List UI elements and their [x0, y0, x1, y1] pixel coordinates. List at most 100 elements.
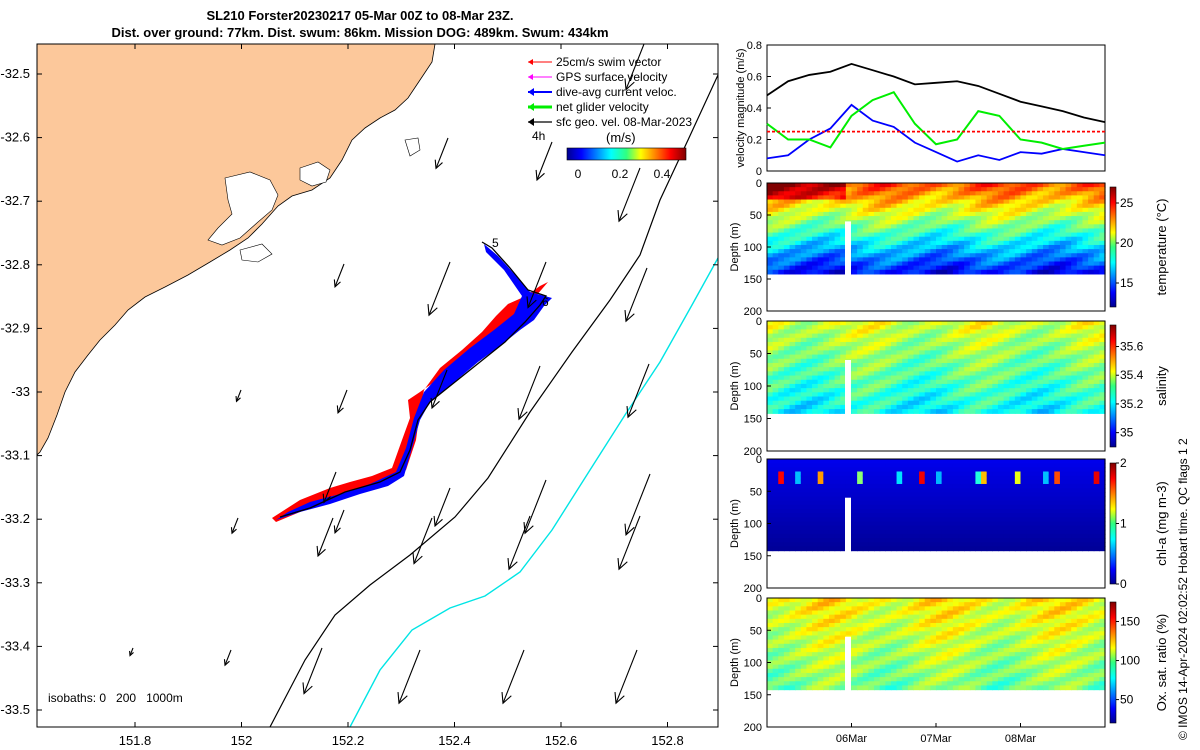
- section-cell: [907, 602, 915, 607]
- section-cell: [806, 513, 813, 518]
- section-cell: [840, 471, 847, 477]
- section-cell: [1014, 350, 1022, 356]
- section-cell: [862, 396, 869, 402]
- section-cell: [812, 371, 819, 377]
- section-cell: [857, 257, 864, 263]
- section-cell: [840, 504, 847, 510]
- section-cell: [930, 236, 937, 242]
- section-cell: [981, 236, 988, 242]
- section-cell: [913, 672, 920, 678]
- legend-swim: 25cm/s swim vector: [528, 55, 661, 69]
- section-cell: [789, 203, 796, 209]
- section-cell: [1014, 244, 1022, 250]
- section-cell: [890, 269, 898, 275]
- section-cell: [919, 261, 926, 267]
- section-cell: [772, 492, 779, 498]
- section-cell: [992, 337, 999, 343]
- section-cell: [778, 602, 785, 607]
- section-cell: [964, 409, 971, 414]
- section-cell: [902, 354, 909, 360]
- section-cell: [975, 467, 982, 473]
- section-cell: [789, 367, 796, 372]
- section-cell: [879, 546, 886, 552]
- section-cell: [783, 656, 791, 662]
- section-cell: [1009, 187, 1016, 192]
- section-cell: [789, 232, 796, 238]
- section-cell: [1076, 508, 1084, 514]
- geo-arrow-head: [614, 692, 625, 705]
- section-cell: [840, 350, 847, 356]
- legend-geo-label: sfc geo. vel. 08-Mar-2023: [556, 115, 692, 129]
- section-cell: [1071, 521, 1078, 527]
- section-cell: [936, 211, 943, 217]
- section-cell: [936, 409, 943, 414]
- section-cell: [772, 508, 779, 514]
- section-cell: [885, 631, 892, 637]
- section-cell: [907, 618, 915, 624]
- section-cell: [890, 668, 898, 674]
- velocity-ytick-label: 0.8: [747, 40, 762, 52]
- section-cell: [1071, 350, 1078, 356]
- section-cell: [981, 333, 988, 339]
- section-cell: [913, 396, 920, 402]
- section-cell: [817, 183, 824, 188]
- section-cell: [919, 362, 926, 368]
- section-cell: [1048, 383, 1055, 389]
- section-cell: [828, 483, 836, 489]
- section-cell: [885, 228, 892, 234]
- section-cell: [975, 492, 982, 498]
- section-cell: [997, 257, 1005, 263]
- section-cell: [1082, 488, 1089, 493]
- section-cell: [879, 483, 886, 489]
- section-cell: [828, 187, 836, 192]
- section-cell: [1048, 492, 1055, 498]
- section-cell: [828, 504, 836, 510]
- section-cell: [823, 191, 830, 196]
- section-cell: [885, 672, 892, 678]
- section-cell: [851, 375, 858, 381]
- section-cell: [913, 656, 920, 662]
- section-cell: [997, 475, 1005, 481]
- section-cell: [874, 269, 881, 275]
- section-cell: [828, 546, 836, 552]
- section-cell: [778, 261, 785, 267]
- section-cell: [817, 483, 824, 489]
- section-cell: [924, 546, 931, 552]
- section-cell: [1099, 496, 1106, 502]
- section-cell: [896, 517, 903, 523]
- section-cell: [958, 400, 965, 406]
- section-cell: [1099, 383, 1106, 389]
- section-cell: [1099, 375, 1106, 381]
- section-cell: [981, 358, 988, 364]
- section-cell: [1088, 488, 1095, 493]
- section-cell: [840, 639, 847, 645]
- geo-arrow: [518, 365, 541, 420]
- section-cell: [800, 631, 808, 637]
- section-cell: [1014, 521, 1022, 527]
- section-cell: [902, 216, 909, 221]
- section-cell: [1054, 521, 1061, 527]
- section-cell: [1088, 471, 1095, 477]
- section-cell: [823, 483, 830, 489]
- section-cell: [823, 341, 830, 347]
- section-cell: [874, 232, 881, 238]
- section-cell: [862, 475, 869, 481]
- section-cell: [947, 199, 954, 205]
- section-cell: [1065, 483, 1072, 489]
- section-cell: [1048, 341, 1055, 347]
- section-cell: [936, 333, 943, 339]
- section-cell: [1093, 492, 1100, 498]
- section-cell: [795, 672, 802, 678]
- section-cell: [845, 459, 853, 464]
- section-cell: [907, 224, 915, 230]
- section-cell: [823, 183, 830, 188]
- section-cell: [817, 610, 824, 616]
- section-cell: [981, 216, 988, 221]
- section-cell: [1099, 346, 1106, 351]
- section-cell: [947, 618, 954, 624]
- section-cell: [986, 253, 993, 258]
- section-cell: [1076, 325, 1084, 330]
- section-cell: [823, 187, 830, 192]
- section-cell: [795, 232, 802, 238]
- section-cell: [896, 639, 903, 645]
